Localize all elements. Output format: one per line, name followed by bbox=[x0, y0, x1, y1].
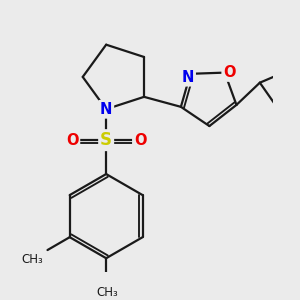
Text: O: O bbox=[223, 65, 236, 80]
Text: O: O bbox=[134, 133, 146, 148]
Text: O: O bbox=[66, 133, 79, 148]
Text: S: S bbox=[100, 131, 112, 149]
Text: N: N bbox=[100, 102, 112, 117]
Text: CH₃: CH₃ bbox=[21, 253, 43, 266]
Text: N: N bbox=[182, 70, 194, 85]
Text: CH₃: CH₃ bbox=[97, 286, 118, 299]
Text: N: N bbox=[100, 102, 112, 117]
